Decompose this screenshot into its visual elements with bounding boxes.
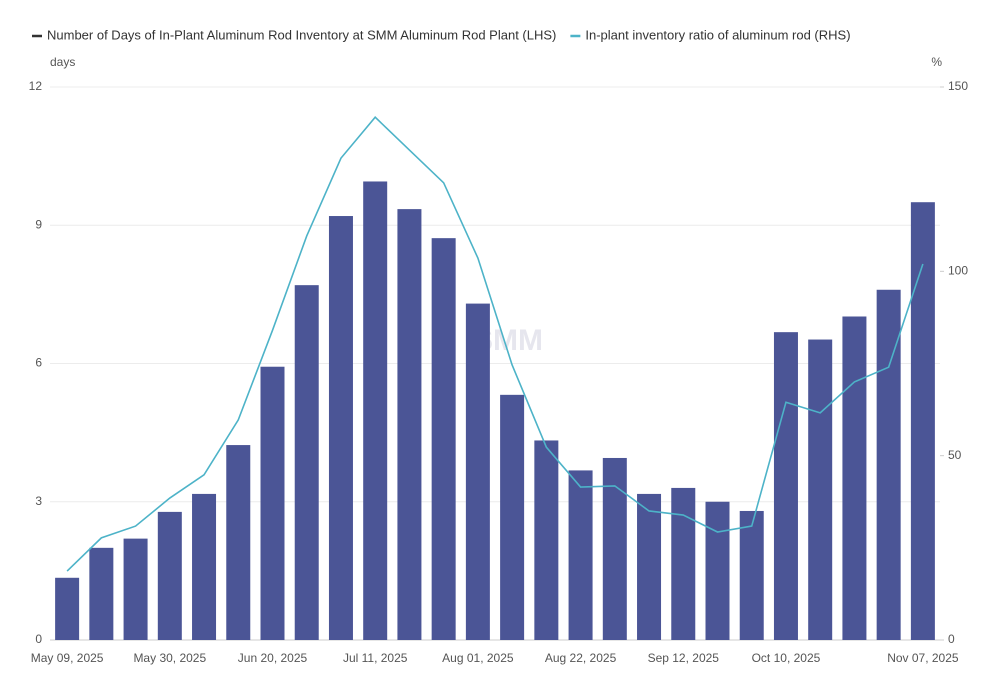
- bar: [568, 470, 593, 640]
- x-tick-label: May 30, 2025: [133, 651, 206, 665]
- bar: [842, 316, 867, 640]
- bar: [671, 487, 696, 640]
- x-tick-label: Nov 07, 2025: [887, 651, 959, 665]
- y-tick-label: 0: [35, 632, 42, 646]
- legend-label: Number of Days of In-Plant Aluminum Rod …: [47, 27, 556, 42]
- bar: [157, 511, 182, 640]
- bar: [192, 493, 217, 640]
- x-tick-label: May 09, 2025: [31, 651, 104, 665]
- y2-tick-label: 50: [948, 448, 962, 462]
- bar: [739, 510, 764, 640]
- bar: [260, 366, 285, 640]
- bar: [123, 538, 148, 640]
- bar: [773, 332, 798, 640]
- y2-tick-label: 100: [948, 264, 968, 278]
- y-tick-label: 6: [35, 356, 42, 370]
- y-tick-label: 12: [29, 79, 43, 93]
- bar: [226, 445, 251, 640]
- y-tick-label: 3: [35, 494, 42, 508]
- bar: [705, 501, 730, 640]
- bar: [328, 216, 353, 641]
- bar: [89, 547, 114, 640]
- bar: [534, 440, 559, 640]
- bar: [465, 303, 490, 640]
- bar: [294, 285, 319, 640]
- bar: [431, 238, 456, 641]
- y-unit: days: [50, 55, 75, 69]
- y-tick-label: 9: [35, 217, 42, 231]
- bar: [637, 493, 662, 640]
- legend: Number of Days of In-Plant Aluminum Rod …: [32, 27, 851, 42]
- x-tick-label: Oct 10, 2025: [752, 651, 821, 665]
- bar: [363, 181, 388, 641]
- bar: [397, 209, 422, 640]
- line: [66, 116, 924, 572]
- bar: [910, 202, 935, 641]
- x-tick-label: Sep 12, 2025: [648, 651, 720, 665]
- legend-label: In-plant inventory ratio of aluminum rod…: [585, 27, 850, 42]
- bar: [808, 339, 833, 640]
- x-tick-label: Aug 01, 2025: [442, 651, 514, 665]
- x-tick-label: Aug 22, 2025: [545, 651, 617, 665]
- bar: [55, 577, 80, 640]
- y2-tick-label: 150: [948, 79, 968, 93]
- y2-tick-label: 0: [948, 632, 955, 646]
- x-tick-label: Jun 20, 2025: [238, 651, 308, 665]
- bar: [602, 457, 627, 640]
- bar: [500, 394, 525, 640]
- x-tick-label: Jul 11, 2025: [343, 651, 408, 665]
- y2-unit: %: [931, 55, 942, 69]
- bar: [876, 289, 901, 640]
